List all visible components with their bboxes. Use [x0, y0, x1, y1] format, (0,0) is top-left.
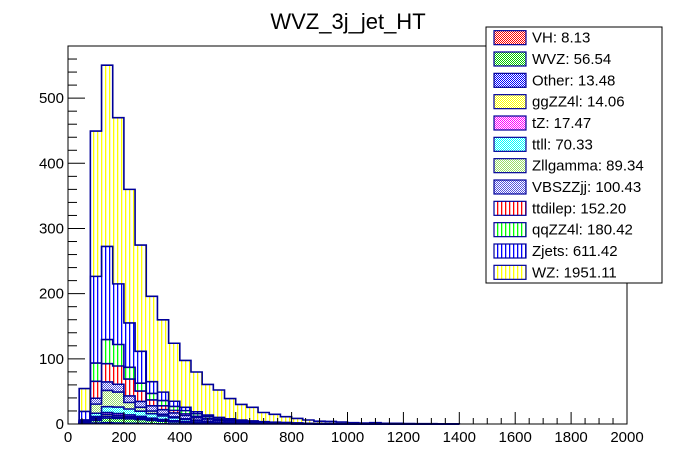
bar-zjets-120: [101, 246, 113, 424]
legend-swatch: [493, 222, 527, 238]
legend-swatch: [493, 158, 527, 174]
legend-item-other: Other: 13.48: [493, 72, 615, 89]
legend-swatch: [493, 30, 527, 46]
bar-wz-560: [224, 398, 236, 424]
legend-swatch: [493, 115, 527, 131]
bar-wvz-200: [123, 418, 136, 424]
legend-item-vbszzjj: VBSZZjj: 100.43: [493, 179, 641, 196]
legend-swatch: [493, 264, 527, 280]
bar-wz-760: [280, 416, 292, 424]
bar-wvz-360: [168, 421, 180, 424]
bar-wz-840: [302, 420, 314, 424]
legend-label: qqZZ4l: 180.42: [532, 222, 633, 239]
legend-label: Zjets: 611.42: [532, 243, 618, 260]
chart-title: WVZ_3j_jet_HT: [270, 9, 425, 34]
x-tick-label: 0: [64, 429, 72, 446]
legend-label: ttll: 70.33: [532, 136, 593, 153]
legend-swatch: [493, 243, 527, 259]
legend-box: [485, 26, 663, 284]
bar-wvz-320: [157, 421, 169, 424]
bar-zjets-80: [90, 276, 102, 424]
bar-wz-320: [157, 319, 169, 424]
legend: VH: 8.13 WVZ: 56.54 Other: 13.48 ggZZ4l: 14…: [485, 26, 663, 284]
legend-label: VBSZZjj: 100.43: [532, 179, 641, 196]
legend-label: Zllgamma: 89.34: [532, 158, 644, 175]
x-tick-label: 1800: [554, 429, 587, 446]
legend-item-zllgamma: Zllgamma: 89.34: [493, 158, 644, 175]
bar-wvz-400: [179, 422, 191, 424]
legend-swatch: [493, 179, 527, 195]
x-tick-label: 1400: [443, 429, 476, 446]
x-tick-label: 400: [167, 429, 192, 446]
bar-wvz-240: [135, 419, 147, 424]
bar-wz-360: [168, 343, 180, 424]
bar-wz-280: [146, 296, 158, 424]
bar-wz-240: [135, 245, 147, 424]
legend-swatch: [493, 72, 527, 88]
legend-label: WZ: 1951.11: [532, 264, 617, 281]
x-tick-label: 800: [279, 429, 304, 446]
legend-item-tz: tZ: 17.47: [493, 115, 591, 132]
x-tick-label: 2000: [610, 429, 643, 446]
bar-wz-120: [101, 65, 113, 424]
legend-swatch: [493, 94, 527, 110]
bar-wz-720: [269, 414, 281, 424]
bar-wz-600: [235, 404, 247, 424]
y-tick-label: 0: [56, 416, 64, 433]
y-tick-label: 300: [39, 220, 64, 237]
legend-label: ttdilep: 152.20: [532, 200, 626, 217]
legend-item-wvz: WVZ: 56.54: [493, 51, 611, 68]
legend-item-qqzz4l: qqZZ4l: 180.42: [493, 222, 633, 239]
axes: 0 200 400 600 800 1000 1200 1400 1600 1800 2000 0 10…: [39, 45, 644, 446]
legend-item-wz: WZ: 1951.11: [493, 264, 617, 281]
x-tick-label: 1200: [387, 429, 420, 446]
bar-wz-400: [179, 360, 191, 424]
x-tick-label: 1600: [499, 429, 532, 446]
bar-wvz-160: [112, 418, 124, 424]
x-tick-label: 600: [223, 429, 248, 446]
bar-zjets-40: [79, 411, 91, 424]
bar-wz-480: [202, 384, 214, 424]
bar-wz-640: [246, 407, 259, 424]
bar-wz-160: [112, 117, 124, 425]
x-tick-label: 200: [111, 429, 136, 446]
y-tick-label: 400: [39, 155, 64, 172]
bar-wz-520: [213, 390, 225, 424]
legend-label: WVZ: 56.54: [532, 51, 611, 68]
bar-wz-200: [123, 189, 136, 424]
y-tick-label: 200: [39, 286, 64, 303]
legend-item-ttll: ttll: 70.33: [493, 136, 593, 153]
legend-item-zjets: Zjets: 611.42: [493, 243, 618, 260]
bar-wz-800: [291, 418, 303, 424]
y-tick-label: 100: [39, 351, 64, 368]
legend-label: VH: 8.13: [532, 30, 590, 47]
legend-swatch: [493, 136, 527, 152]
legend-label: ggZZ4l: 14.06: [532, 94, 625, 111]
bar-wz-920: [325, 421, 337, 424]
legend-label: Other: 13.48: [532, 72, 615, 89]
bar-wz-440: [190, 371, 203, 424]
bar-wz-40: [79, 388, 91, 424]
legend-item-ttdilep: ttdilep: 152.20: [493, 200, 626, 217]
legend-item-ggzz4l: ggZZ4l: 14.06: [493, 94, 625, 111]
legend-label: tZ: 17.47: [532, 115, 591, 132]
bar-wvz-120: [101, 418, 113, 424]
legend-swatch: [493, 200, 527, 216]
x-tick-label: 1000: [331, 429, 364, 446]
legend-item-vh: VH: 8.13: [493, 30, 590, 47]
legend-swatch: [493, 51, 527, 67]
y-tick-label: 500: [39, 90, 64, 107]
